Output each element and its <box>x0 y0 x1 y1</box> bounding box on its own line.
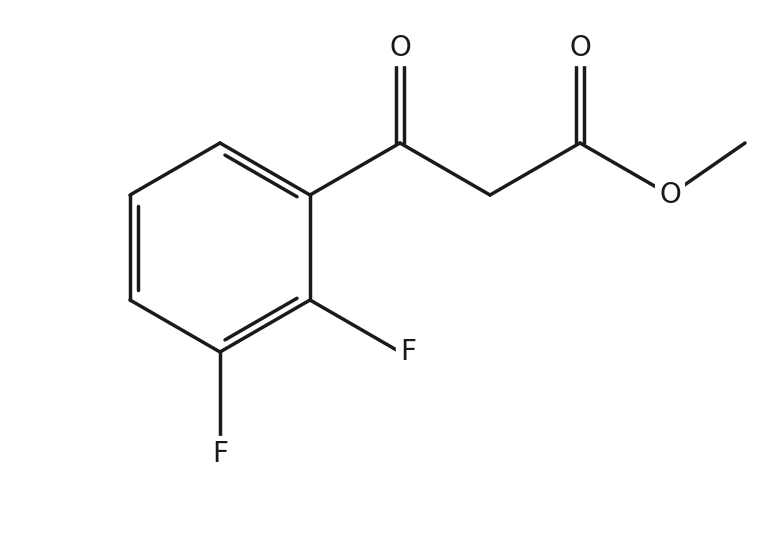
Text: F: F <box>212 440 228 468</box>
Text: F: F <box>400 338 416 366</box>
Text: O: O <box>389 34 411 62</box>
Text: O: O <box>659 181 681 209</box>
Text: O: O <box>569 34 591 62</box>
